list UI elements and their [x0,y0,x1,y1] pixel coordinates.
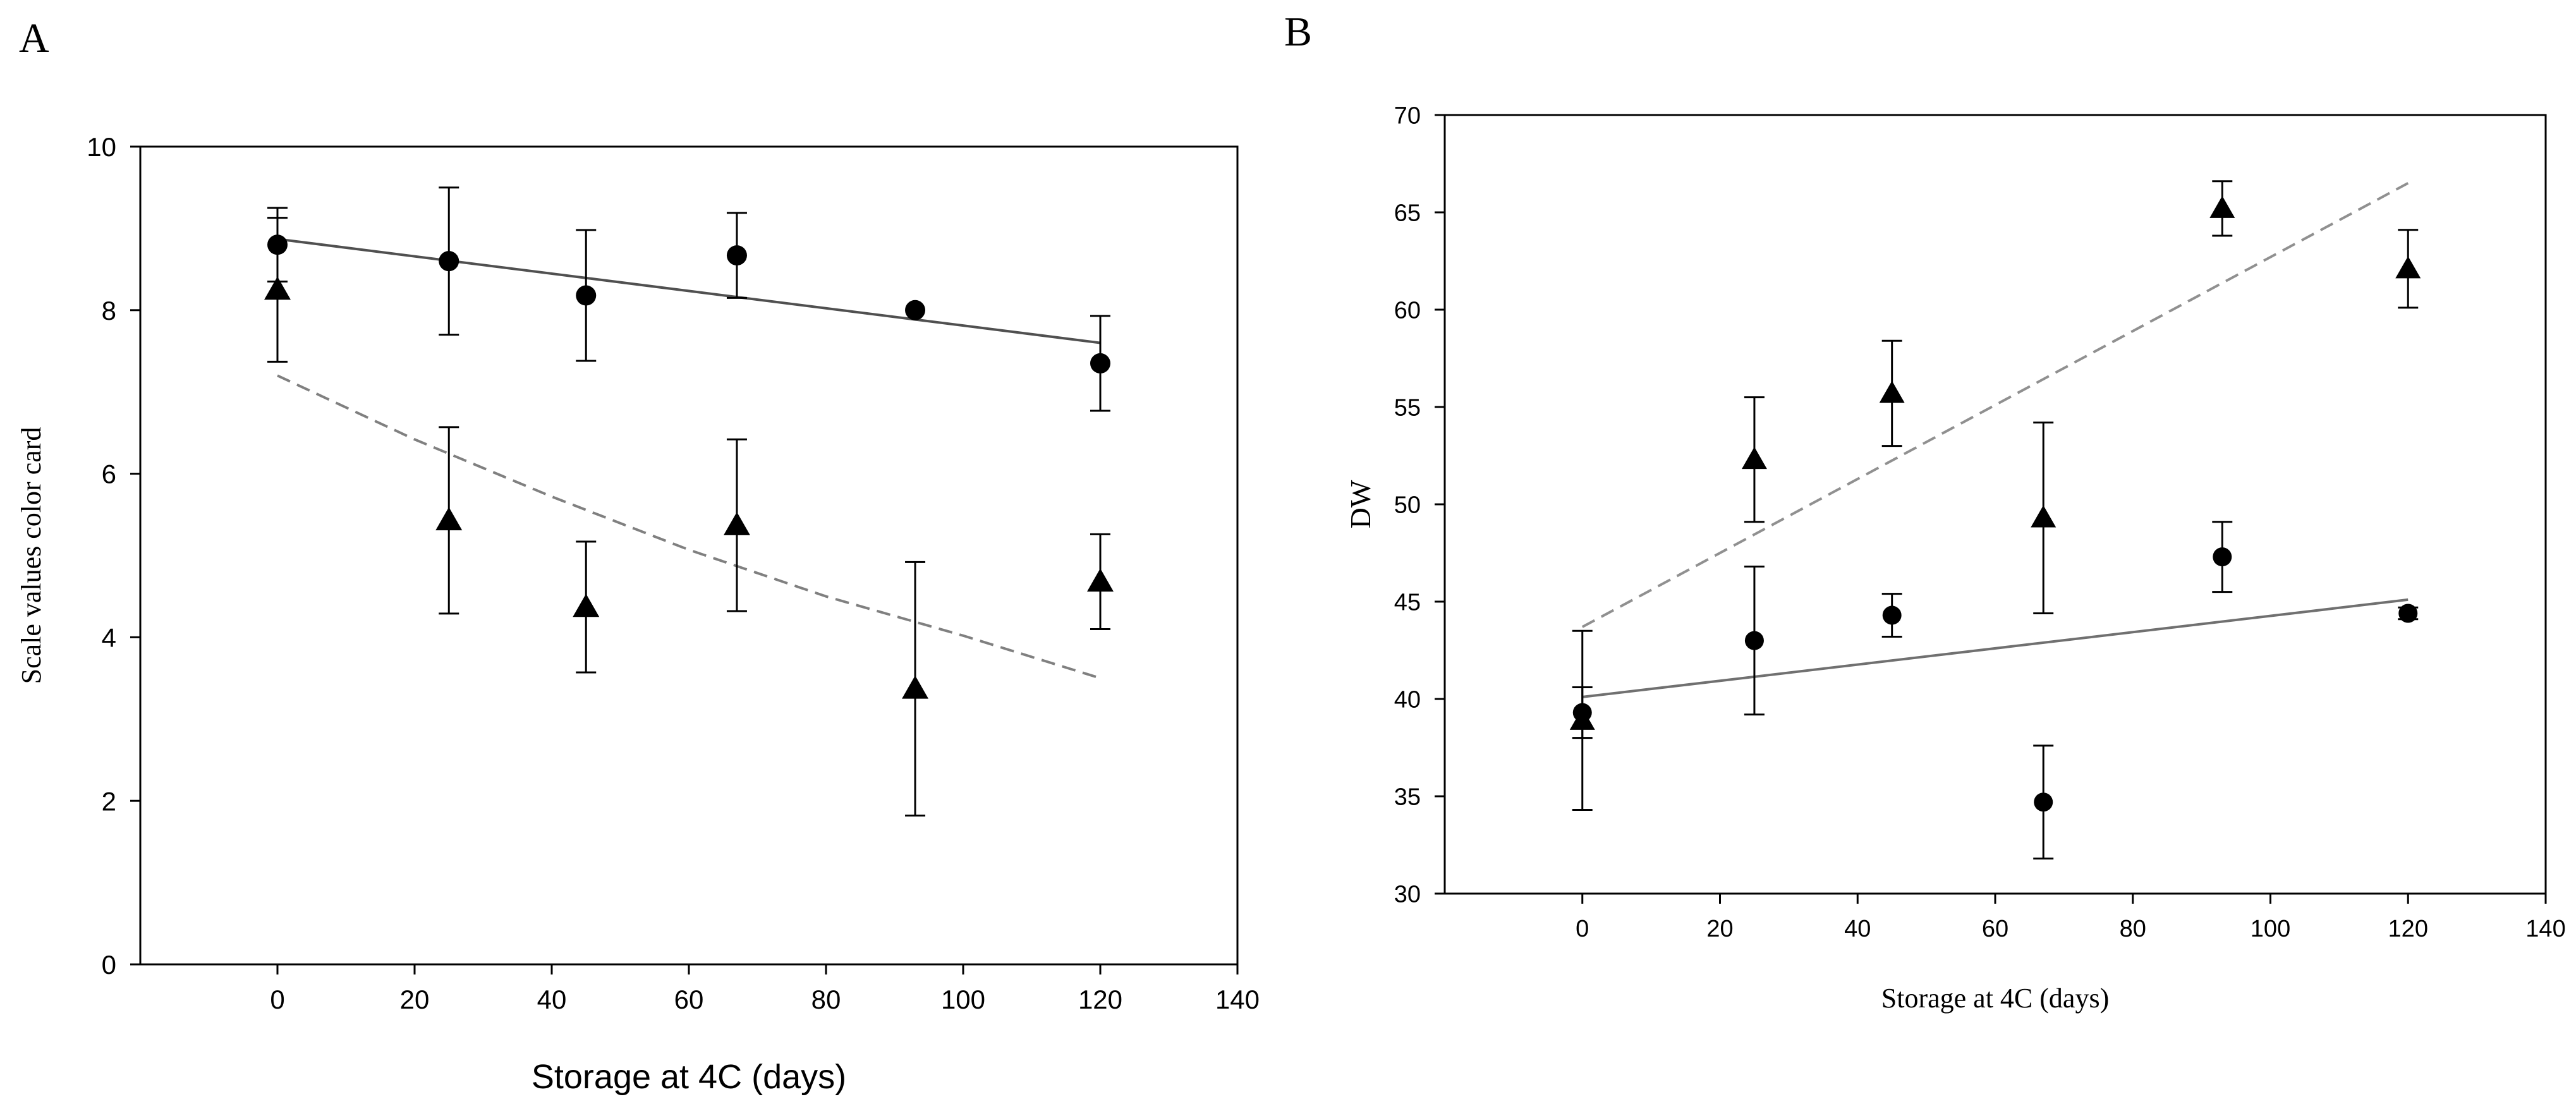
chart-a-triangles-point [902,675,929,699]
chart-a-triangles-point [573,593,600,617]
chart-b-x-axis-label: Storage at 4C (days) [1881,983,2109,1014]
chart-a-x-tick-label: 20 [400,985,430,1014]
chart-b-y-tick-label: 45 [1394,590,1421,616]
chart-b-y-tick-label: 55 [1394,395,1421,422]
chart-b-plot-frame [1443,114,2547,895]
chart-b-x-tick-label: 120 [2388,916,2428,942]
chart-b-triangles-point [1569,707,1595,730]
chart-b-x-tick-label: 100 [2251,916,2290,942]
chart-a-plot-frame [139,145,1239,966]
chart-a-triangles-point [264,276,291,300]
chart-b-x-tick-label: 0 [1576,916,1589,942]
chart-a-x-tick-label: 100 [941,985,985,1014]
chart-a-circles-point [576,285,597,306]
chart-b-y-axis-label: DW [1344,480,1376,528]
chart-b-circles-point [2213,547,2232,567]
chart-b-circles-point [1744,631,1764,650]
chart-a-x-tick-label: 80 [811,985,841,1014]
chart-a-circles-point [439,251,459,272]
chart-b-circles-point [2398,604,2418,623]
chart-b-x-tick-label: 80 [2120,916,2146,942]
chart-a-y-tick-label: 2 [102,786,116,816]
chart-a-circles-point [726,245,747,266]
chart-b-circles-point [1882,605,1902,625]
chart-a-x-tick-label: 120 [1078,985,1122,1014]
chart-b-x-tick-label: 60 [1982,916,2008,942]
chart-a-triangles-point [1087,568,1114,592]
chart-b-y-tick-label: 60 [1394,298,1421,324]
chart-b-x-tick-label: 140 [2525,916,2565,942]
chart-b-circles-point [2034,792,2053,812]
chart-b-y-tick-label: 40 [1394,687,1421,713]
chart-a: 0 20 40 60 80 100 120 140 0 2 4 6 8 10 Storage at 4C (… [16,132,1260,1096]
chart-b-triangles-point [2395,256,2421,279]
chart-a-y-tick-label: 4 [102,623,116,653]
chart-a-x-tick-label: 140 [1215,985,1260,1014]
chart-b-y-tick-label: 70 [1394,103,1421,130]
chart-a-y-tick-label: 6 [102,459,116,489]
chart-a-x-tick-label: 60 [674,985,704,1014]
panel-label-a: A [19,15,49,61]
chart-b-y-tick-label: 30 [1394,882,1421,908]
chart-a-triangles-point [435,507,463,531]
chart-a-triangles-fit-line [277,374,1101,680]
chart-a-y-tick-label: 0 [102,950,116,980]
chart-a-x-tick-label: 0 [270,985,284,1014]
chart-b-circles-fit-line [1582,598,2409,698]
chart-b-x-tick-label: 20 [1706,916,1733,942]
chart-a-y-tick-label: 8 [102,296,116,325]
chart-b-triangles-fit-line [1581,182,2409,628]
chart-b-y-tick-label: 50 [1394,492,1421,519]
chart-b-triangles-point [1741,447,1767,470]
chart-a-circles-fit-line [277,238,1101,344]
chart-b-x-tick-label: 40 [1844,916,1871,942]
chart-b-y-tick-label: 65 [1394,200,1421,227]
chart-b-triangles-point [2209,195,2235,218]
chart-b-y-tick-label: 35 [1394,784,1421,811]
panel-label-b: B [1284,9,1312,55]
chart-b: 0 20 40 60 80 100 120 140 30 35 40 45 50 55 60 65 70 Stor… [1344,103,2566,1014]
chart-a-triangles-point [723,512,750,535]
chart-b-triangles-point [2031,505,2057,528]
chart-a-x-tick-label: 40 [537,985,567,1014]
chart-a-x-axis-label: Storage at 4C (days) [532,1058,846,1096]
chart-a-y-axis-label: Scale values color card [16,427,47,684]
chart-b-triangles-point [1879,380,1905,403]
chart-a-y-tick-label: 10 [87,132,116,162]
chart-a-circles-point [905,300,926,320]
chart-a-circles-point [1090,353,1110,373]
